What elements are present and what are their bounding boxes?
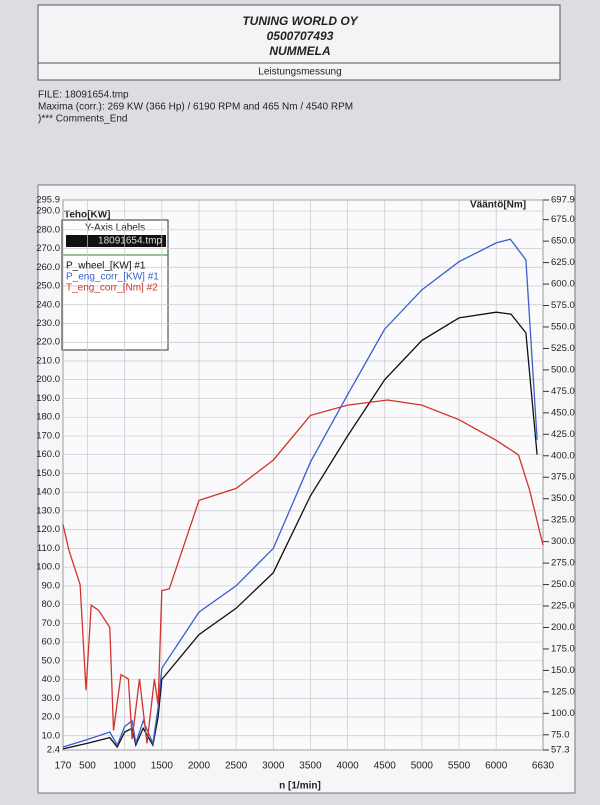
y2-tick-label: 650.0	[551, 236, 575, 247]
legend-file-bg	[66, 235, 166, 247]
x-tick-label: 1500	[151, 761, 174, 772]
y-tick-label: 220.0	[36, 337, 60, 348]
y-tick-label: 150.0	[36, 468, 60, 479]
maxima-info: Maxima (corr.): 269 KW (366 Hp) / 6190 R…	[38, 102, 353, 113]
legend-entry: P_eng_corr_[KW] #1	[66, 272, 159, 283]
y-tick-label: 30.0	[42, 693, 61, 704]
x-axis-title: n [1/min]	[279, 781, 321, 792]
y2-tick-label: 500.0	[551, 364, 575, 375]
series-line	[62, 311, 538, 750]
y-tick-label: 180.0	[36, 412, 60, 423]
y-tick-label: 80.0	[42, 599, 61, 610]
y2-tick-label: 525.0	[551, 343, 575, 354]
y2-tick-label: 450.0	[551, 407, 575, 418]
y2-tick-label: 300.0	[551, 536, 575, 547]
y-tick-label: 120.0	[36, 524, 60, 535]
y-tick-label: 240.0	[36, 299, 60, 310]
place: NUMMELA	[269, 44, 330, 58]
x-tick-label: 6000	[485, 761, 508, 772]
y2-tick-label: 400.0	[551, 450, 575, 461]
y2-tick-label: 225.0	[551, 601, 575, 612]
y-tick-label: 170.0	[36, 430, 60, 441]
legend-entry: P_wheel_[KW] #1	[66, 261, 146, 272]
y-tick-label: 2.4	[47, 745, 60, 756]
x-tick-label: 2500	[225, 761, 248, 772]
y-tick-label: 160.0	[36, 449, 60, 460]
y2-tick-label: 75.0	[551, 729, 570, 740]
y2-tick-label: 275.0	[551, 558, 575, 569]
x-tick-label: 3500	[299, 761, 322, 772]
x-tick-label: 4500	[374, 761, 397, 772]
y-tick-label: 40.0	[42, 674, 61, 685]
y-tick-label: 20.0	[42, 712, 61, 723]
y-tick-label: 100.0	[36, 562, 60, 573]
x-tick-label: 5500	[448, 761, 471, 772]
x-tick-label: 3000	[262, 761, 285, 772]
y2-tick-label: 125.0	[551, 686, 575, 697]
x-tick-label: 500	[79, 761, 96, 772]
series-line	[62, 399, 544, 744]
x-tick-label: 2000	[188, 761, 211, 772]
y-tick-label: 50.0	[42, 655, 61, 666]
series-line	[62, 238, 538, 748]
y-tick-label: 130.0	[36, 505, 60, 516]
x-tick-label: 6630	[532, 761, 555, 772]
y-tick-label: 295.9	[36, 195, 60, 206]
y2-tick-label: 325.0	[551, 515, 575, 526]
y-tick-label: 290.0	[36, 206, 60, 217]
y-tick-label: 70.0	[42, 618, 61, 629]
y-tick-label: 230.0	[36, 318, 60, 329]
y-tick-label: 140.0	[36, 487, 60, 498]
y2-tick-label: 350.0	[551, 493, 575, 504]
y2-tick-label: 697.9	[551, 195, 575, 206]
legend-title: Y-Axis Labels	[85, 223, 145, 234]
legend-file: 18091654.tmp	[98, 236, 162, 247]
x-tick-label: 5000	[411, 761, 434, 772]
y2-tick-label: 375.0	[551, 472, 575, 483]
y-tick-label: 190.0	[36, 393, 60, 404]
legend-entry: T_eng_corr_[Nm] #2	[66, 283, 158, 294]
company: TUNING WORLD OY	[242, 14, 358, 28]
y2-tick-label: 550.0	[551, 321, 575, 332]
y-tick-label: 260.0	[36, 262, 60, 273]
subtitle: Leistungsmessung	[258, 67, 341, 78]
y-tick-label: 210.0	[36, 355, 60, 366]
header-box	[37, 4, 561, 81]
y2-tick-label: 250.0	[551, 579, 575, 590]
y2-tick-label: 625.0	[551, 257, 575, 268]
y2-tick-label: 150.0	[551, 665, 575, 676]
y-tick-label: 270.0	[36, 243, 60, 254]
y2-tick-label: 425.0	[551, 429, 575, 440]
x-tick-label: 4000	[336, 761, 359, 772]
y-tick-label: 110.0	[37, 543, 60, 554]
y2-tick-label: 175.0	[551, 643, 575, 654]
y2-tick-label: 200.0	[551, 622, 575, 633]
y-tick-label: 200.0	[36, 374, 60, 385]
phone: 0500707493	[267, 29, 334, 43]
y-tick-label: 250.0	[36, 281, 60, 292]
comments-info: )*** Comments_End	[38, 114, 127, 125]
x-tick-label: 170	[55, 761, 72, 772]
y2-axis-title: Vääntö[Nm]	[470, 200, 526, 211]
y2-tick-label: 575.0	[551, 300, 575, 311]
y-tick-label: 60.0	[42, 637, 61, 648]
y-tick-label: 280.0	[36, 224, 60, 235]
y2-tick-label: 475.0	[551, 386, 575, 397]
file-info: FILE: 18091654.tmp	[38, 90, 129, 101]
y2-tick-label: 675.0	[551, 214, 575, 225]
y2-tick-label: 57.3	[551, 745, 570, 756]
x-tick-label: 1000	[114, 761, 137, 772]
y2-tick-label: 600.0	[551, 279, 575, 290]
y-tick-label: 10.0	[42, 730, 61, 741]
y2-tick-label: 100.0	[551, 708, 575, 719]
y-tick-label: 90.0	[42, 580, 61, 591]
